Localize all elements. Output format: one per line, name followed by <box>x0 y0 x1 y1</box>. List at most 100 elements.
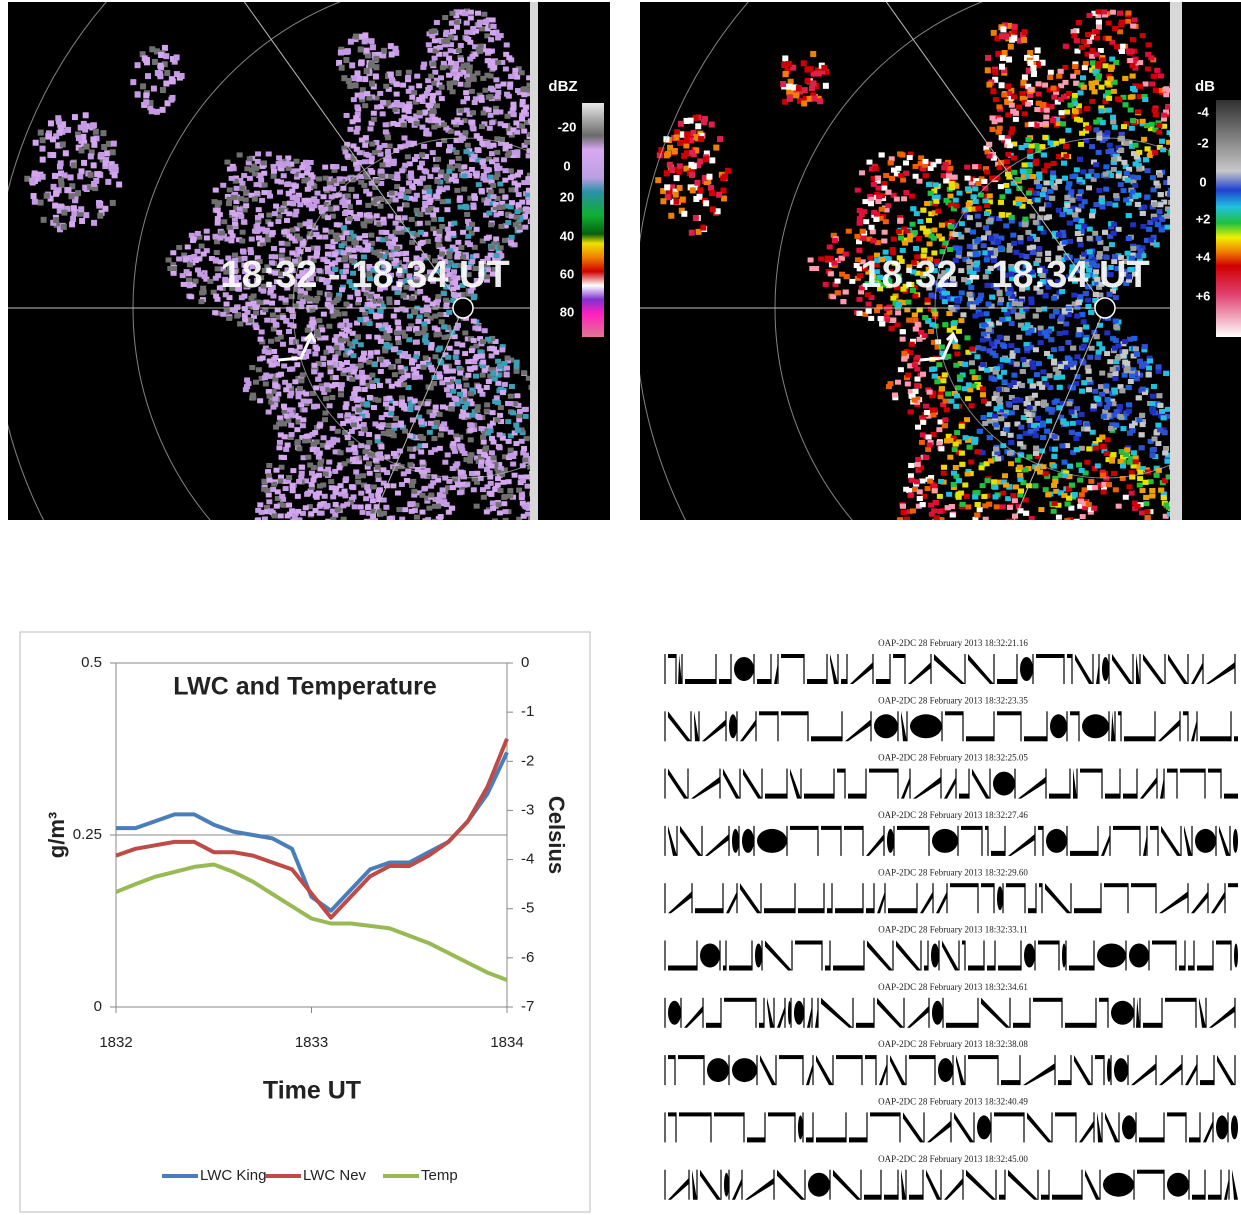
echo-pixel <box>244 384 250 389</box>
echo-pixel <box>604 523 610 528</box>
echo-pixel <box>454 401 460 406</box>
echo-pixel <box>376 552 382 557</box>
echo-pixel <box>293 209 299 214</box>
echo-pixel <box>401 471 407 476</box>
echo-pixel <box>493 236 499 241</box>
echo-pixel <box>446 81 452 86</box>
echo-pixel <box>312 522 318 527</box>
echo-pixel <box>499 205 505 210</box>
echo-pixel <box>625 508 631 513</box>
echo-pixel <box>343 476 349 481</box>
echo-pixel <box>301 399 307 404</box>
echo-pixel <box>266 409 272 414</box>
echo-pixel <box>386 296 392 301</box>
echo-pixel <box>149 108 155 114</box>
echo-pixel <box>229 176 235 181</box>
echo-pixel <box>424 312 430 317</box>
echo-pixel <box>451 120 457 125</box>
echo-pixel <box>298 528 304 533</box>
echo-pixel <box>335 525 341 530</box>
echo-pixel <box>325 445 331 450</box>
echo-pixel <box>780 81 786 87</box>
echo-pixel <box>366 334 372 339</box>
echo-pixel <box>421 486 427 491</box>
echo-pixel <box>343 302 349 307</box>
echo-pixel <box>404 478 410 483</box>
echo-pixel <box>423 128 429 133</box>
echo-pixel <box>356 297 362 302</box>
echo-pixel <box>258 337 264 342</box>
echo-pixel <box>420 176 426 181</box>
echo-pixel <box>291 537 297 542</box>
echo-pixel <box>422 201 428 206</box>
echo-pixel <box>371 405 377 410</box>
echo-pixel <box>375 473 381 478</box>
echo-pixel <box>240 230 246 235</box>
echo-pixel <box>674 129 680 135</box>
echo-pixel <box>446 169 452 174</box>
echo-pixel <box>463 383 469 388</box>
echo-pixel <box>430 226 436 231</box>
echo-pixel <box>490 371 496 376</box>
echo-pixel <box>367 537 373 542</box>
echo-pixel <box>350 353 356 358</box>
echo-pixel <box>320 483 326 488</box>
echo-pixel <box>438 514 444 519</box>
echo-pixel <box>176 256 182 261</box>
echo-pixel <box>1201 547 1207 552</box>
echo-pixel <box>78 147 84 153</box>
echo-pixel <box>439 96 445 101</box>
echo-pixel <box>375 434 381 439</box>
echo-pixel <box>97 213 103 219</box>
echo-pixel <box>399 517 405 522</box>
echo-pixel <box>499 137 505 142</box>
echo-pixel <box>370 44 376 50</box>
echo-pixel <box>260 355 266 360</box>
echo-pixel <box>817 98 823 104</box>
echo-pixel <box>334 309 340 314</box>
echo-pixel <box>360 473 366 478</box>
echo-pixel <box>339 362 345 367</box>
echo-pixel <box>1043 532 1049 537</box>
echo-pixel <box>443 298 449 303</box>
echo-pixel <box>413 354 419 359</box>
echo-pixel <box>410 501 416 506</box>
echo-pixel <box>448 430 454 435</box>
echo-pixel <box>924 548 930 553</box>
echo-pixel <box>405 154 411 159</box>
echo-pixel <box>673 192 679 198</box>
echo-pixel <box>501 81 507 86</box>
echo-pixel <box>316 176 322 181</box>
echo-pixel <box>93 129 99 135</box>
echo-pixel <box>670 521 676 526</box>
echo-pixel <box>453 463 459 468</box>
echo-pixel <box>401 382 407 387</box>
echo-pixel <box>676 169 682 175</box>
echo-pixel <box>811 96 817 102</box>
echo-pixel <box>479 140 485 145</box>
echo-pixel <box>166 257 172 262</box>
echo-pixel <box>505 153 511 158</box>
echo-pixel <box>446 310 452 315</box>
echo-pixel <box>362 159 368 164</box>
echo-pixel <box>417 165 423 170</box>
echo-pixel <box>801 100 807 106</box>
echo-pixel <box>392 107 398 112</box>
echo-pixel <box>88 153 94 159</box>
echo-pixel <box>447 85 453 90</box>
echo-pixel <box>352 445 358 450</box>
echo-pixel <box>369 60 375 66</box>
echo-pixel <box>467 422 473 427</box>
echo-pixel <box>331 178 337 183</box>
echo-pixel <box>77 173 83 179</box>
echo-pixel <box>508 175 514 180</box>
echo-pixel <box>439 319 445 324</box>
echo-pixel <box>489 59 495 64</box>
echo-pixel <box>323 335 329 340</box>
echo-pixel <box>504 42 510 47</box>
echo-pixel <box>991 30 997 36</box>
echo-pixel <box>385 379 391 384</box>
echo-pixel <box>279 494 285 499</box>
echo-pixel <box>362 449 368 454</box>
echo-pixel <box>999 82 1005 88</box>
